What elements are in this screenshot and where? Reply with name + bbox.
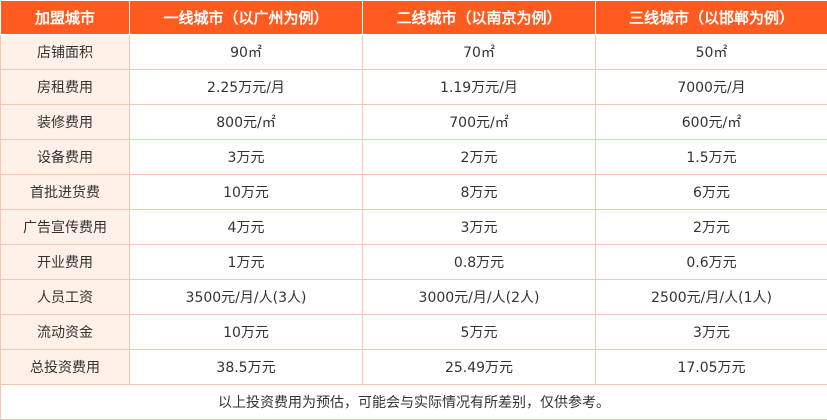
row-label: 人员工资 — [1, 280, 130, 315]
tier1-value: 1万元 — [130, 245, 363, 280]
tier1-value: 2.25万元/月 — [130, 70, 363, 105]
header-tier3-column: 三线城市（以邯郸为例） — [596, 1, 827, 35]
tier1-value: 90㎡ — [130, 35, 363, 70]
tier2-value: 3万元 — [363, 210, 596, 245]
row-label: 首批进货费 — [1, 175, 130, 210]
row-label: 总投资费用 — [1, 350, 130, 385]
table-row: 首批进货费 10万元 8万元 6万元 — [1, 175, 827, 210]
row-label: 装修费用 — [1, 105, 130, 140]
table-row: 店铺面积 90㎡ 70㎡ 50㎡ — [1, 35, 827, 70]
tier1-value: 3500元/月/人(3人) — [130, 280, 363, 315]
tier3-value: 6万元 — [596, 175, 827, 210]
table-row: 总投资费用 38.5万元 25.49万元 17.05万元 — [1, 350, 827, 385]
tier1-value: 10万元 — [130, 175, 363, 210]
table-row: 设备费用 3万元 2万元 1.5万元 — [1, 140, 827, 175]
footnote-text: 以上投资费用为预估，可能会与实际情况有所差别，仅供参考。 — [1, 385, 827, 420]
tier2-value: 0.8万元 — [363, 245, 596, 280]
table-row: 人员工资 3500元/月/人(3人) 3000元/月/人(2人) 2500元/月… — [1, 280, 827, 315]
table-row: 装修费用 800元/㎡ 700元/㎡ 600元/㎡ — [1, 105, 827, 140]
row-label: 设备费用 — [1, 140, 130, 175]
tier2-value: 700元/㎡ — [363, 105, 596, 140]
tier1-value: 800元/㎡ — [130, 105, 363, 140]
tier2-value: 70㎡ — [363, 35, 596, 70]
tier3-value: 0.6万元 — [596, 245, 827, 280]
header-tier1-column: 一线城市（以广州为例） — [130, 1, 363, 35]
table-row: 开业费用 1万元 0.8万元 0.6万元 — [1, 245, 827, 280]
row-label: 广告宣传费用 — [1, 210, 130, 245]
tier3-value: 3万元 — [596, 315, 827, 350]
tier3-value: 50㎡ — [596, 35, 827, 70]
tier1-value: 10万元 — [130, 315, 363, 350]
tier1-value: 3万元 — [130, 140, 363, 175]
header-city-column: 加盟城市 — [1, 1, 130, 35]
tier3-value: 17.05万元 — [596, 350, 827, 385]
tier3-value: 2500元/月/人(1人) — [596, 280, 827, 315]
tier3-value: 2万元 — [596, 210, 827, 245]
tier3-value: 7000元/月 — [596, 70, 827, 105]
row-label: 开业费用 — [1, 245, 130, 280]
table-row: 流动资金 10万元 5万元 3万元 — [1, 315, 827, 350]
table-row: 房租费用 2.25万元/月 1.19万元/月 7000元/月 — [1, 70, 827, 105]
tier2-value: 8万元 — [363, 175, 596, 210]
footnote-row: 以上投资费用为预估，可能会与实际情况有所差别，仅供参考。 — [1, 385, 827, 420]
tier2-value: 1.19万元/月 — [363, 70, 596, 105]
tier3-value: 600元/㎡ — [596, 105, 827, 140]
tier2-value: 3000元/月/人(2人) — [363, 280, 596, 315]
tier2-value: 25.49万元 — [363, 350, 596, 385]
table-header-row: 加盟城市 一线城市（以广州为例） 二线城市（以南京为例） 三线城市（以邯郸为例） — [1, 1, 827, 35]
tier2-value: 2万元 — [363, 140, 596, 175]
row-label: 店铺面积 — [1, 35, 130, 70]
tier3-value: 1.5万元 — [596, 140, 827, 175]
tier1-value: 4万元 — [130, 210, 363, 245]
row-label: 房租费用 — [1, 70, 130, 105]
tier1-value: 38.5万元 — [130, 350, 363, 385]
row-label: 流动资金 — [1, 315, 130, 350]
header-tier2-column: 二线城市（以南京为例） — [363, 1, 596, 35]
tier2-value: 5万元 — [363, 315, 596, 350]
table-row: 广告宣传费用 4万元 3万元 2万元 — [1, 210, 827, 245]
